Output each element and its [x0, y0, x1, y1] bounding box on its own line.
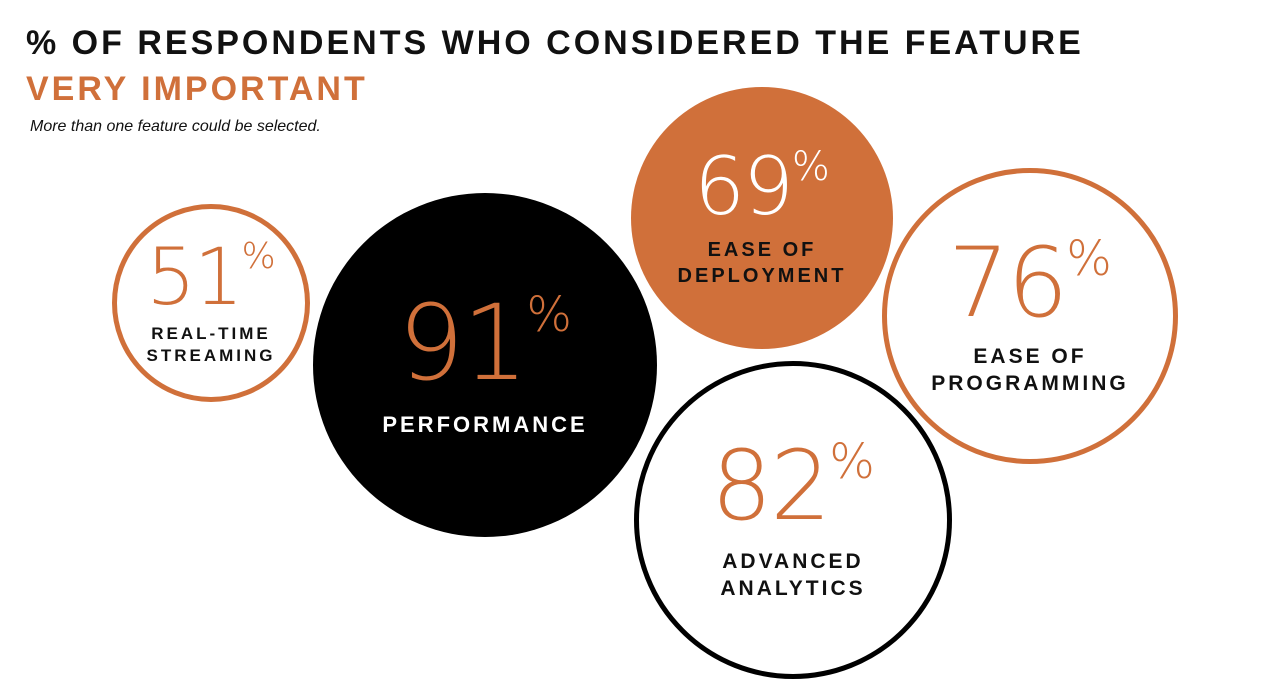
- bubble-label: EASE OF PROGRAMMING: [931, 343, 1129, 398]
- bubble-label-line: PERFORMANCE: [382, 411, 588, 437]
- chart-title-line2: VERY IMPORTANT: [26, 70, 368, 108]
- bubble-label-line: EASE OF: [707, 239, 817, 261]
- bubble-value-number: 76: [948, 226, 1068, 339]
- bubble-label-line: REAL-TIME: [151, 323, 271, 343]
- bubble-label-line: EASE OF: [973, 344, 1087, 368]
- bubble-label-line: STREAMING: [146, 346, 276, 365]
- percent-sign: %: [791, 144, 830, 190]
- bubble-value-number: 51: [146, 232, 243, 323]
- bubble-value: 76%: [948, 235, 1112, 331]
- bubble-label-line: PROGRAMMING: [931, 372, 1129, 395]
- bubble-value-number: 82: [711, 429, 831, 542]
- bubble-label: REAL-TIME STREAMING: [147, 323, 276, 367]
- chart-title-line1: % OF RESPONDENTS WHO CONSIDERED THE FEAT…: [26, 24, 1084, 62]
- bubble-label-line: DEPLOYMENT: [677, 265, 847, 287]
- bubble-ease-of-deployment: 69% EASE OF DEPLOYMENT: [631, 87, 893, 349]
- bubble-value: 69%: [694, 147, 830, 227]
- percent-sign: %: [526, 286, 572, 343]
- bubble-value: 91%: [398, 291, 572, 395]
- percent-sign: %: [1066, 230, 1112, 287]
- bubble-label: EASE OF DEPLOYMENT: [678, 237, 847, 289]
- bubble-label: ADVANCED ANALYTICS: [720, 548, 865, 603]
- bubble-performance: 91% PERFORMANCE: [313, 193, 657, 537]
- bubble-label-line: ANALYTICS: [720, 577, 866, 600]
- bubble-label: PERFORMANCE: [382, 411, 587, 440]
- percent-sign: %: [829, 433, 875, 490]
- percent-sign: %: [241, 235, 276, 277]
- bubble-value-number: 91: [398, 281, 528, 404]
- bubble-advanced-analytics: 82% ADVANCED ANALYTICS: [634, 361, 952, 679]
- bubble-label-line: ADVANCED: [722, 549, 864, 573]
- bubble-value-number: 69: [694, 140, 794, 233]
- bubble-value: 82%: [711, 438, 875, 534]
- bubble-real-time-streaming: 51% REAL-TIME STREAMING: [112, 204, 310, 402]
- chart-note: More than one feature could be selected.: [30, 118, 321, 135]
- bubble-value: 51%: [146, 235, 276, 317]
- bubble-ease-of-programming: 76% EASE OF PROGRAMMING: [882, 168, 1178, 464]
